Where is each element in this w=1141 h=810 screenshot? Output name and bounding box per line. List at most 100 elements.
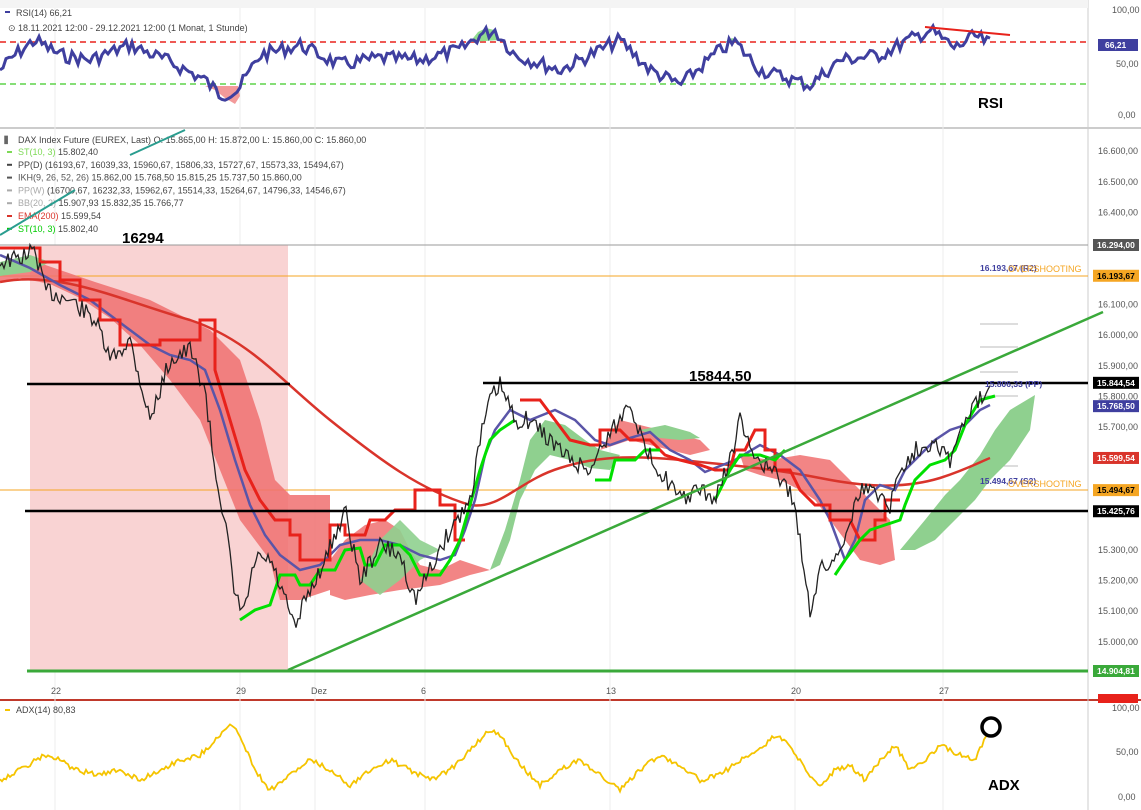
- adx-axis-100: 100,00: [1112, 703, 1140, 713]
- price-tick-label: 15.700,00: [1098, 422, 1138, 432]
- price-tag: [1093, 239, 1139, 251]
- rsi-value-tag: [1098, 39, 1138, 51]
- rsi-legend-marker: [5, 11, 10, 13]
- legend-marker: [7, 176, 12, 179]
- rsi-axis-50: 50,00: [1116, 59, 1139, 69]
- rsi-oversold-fill: [205, 86, 240, 104]
- price-tick-label: 15.300,00: [1098, 545, 1138, 555]
- x-tick-label: 13: [606, 686, 616, 696]
- legend-entry: ST(10, 3) 15.802,40: [18, 224, 98, 234]
- rsi-value-tag-text: 66,21: [1105, 40, 1127, 50]
- cloud-red-1: [0, 258, 330, 600]
- price-tag-text: 15.494,67: [1097, 485, 1135, 495]
- legend-entry: PP(W) (16700,67, 16232,33, 15962,67, 155…: [18, 185, 346, 195]
- overshooting-bottom: OVERSHOOTING: [1008, 479, 1082, 489]
- price-tag: [1093, 400, 1139, 413]
- supertrend-green-3: [713, 448, 787, 501]
- legend-marker: [7, 202, 12, 205]
- adx-axis-50: 50,00: [1116, 747, 1139, 757]
- price-tag: [1093, 451, 1139, 464]
- price-panel: 16294 15844,50 16.193,67 (R2) OVERSHOOTI…: [0, 129, 1139, 677]
- x-tick-label: 20: [791, 686, 801, 696]
- price-tag-text: 14.904,81: [1097, 666, 1135, 676]
- adx-marker-circle: [980, 716, 1002, 738]
- legend-entry: BB(20, 2) 15.907,93 15.832,35 15.766,77: [18, 198, 184, 208]
- supertrend-green-4: [833, 394, 996, 576]
- price-tick-label: 15.800,00: [1098, 391, 1138, 401]
- price-tick-label: 16.000,00: [1098, 330, 1138, 340]
- level-16294-label: 16294: [122, 230, 164, 247]
- vertical-grid: [54, 0, 944, 810]
- rsi-line: [0, 22, 991, 102]
- price-tag: [1093, 484, 1139, 497]
- price-candles: [0, 242, 991, 628]
- price-tag-text: 15.768,50: [1097, 401, 1135, 411]
- price-tick-label: 16.100,00: [1098, 299, 1138, 309]
- supertrend-red-2: [520, 398, 900, 542]
- price-tag-text: 16.294,00: [1097, 240, 1135, 250]
- main-title: DAX Index Future (EUREX, Last) O: 15.865…: [18, 135, 366, 145]
- adx-label: ADX: [988, 777, 1020, 794]
- supertrend-green-1: [239, 418, 516, 622]
- indicator-legend: ST(10, 3) 15.802,40 PP(D) (16193,67, 1603…: [7, 147, 346, 234]
- adx-axis-0: 0,00: [1118, 792, 1136, 802]
- ikh-blue-line: [0, 253, 991, 572]
- price-tag: [1093, 376, 1139, 389]
- rsi-axis-0: 0,00: [1118, 110, 1136, 120]
- legend-marker: [7, 215, 12, 217]
- price-tag-text: 15.599,54: [1097, 453, 1135, 463]
- price-tag: [1093, 505, 1139, 518]
- price-tick-label: 15.200,00: [1098, 575, 1138, 585]
- adx-title: ADX(14) 80,83: [16, 705, 76, 715]
- chart-icon: ⫼: [4, 135, 8, 145]
- legend-overlay-line-2: [129, 129, 186, 156]
- adx-line: [0, 723, 991, 794]
- pp-r2-label: 16.193,67 (R2): [980, 263, 1037, 273]
- price-axis: 16.600,00 16.500,00 16.400,00 16.100,00 16.0…: [1098, 146, 1138, 647]
- legend-marker: [7, 189, 12, 192]
- x-tick-label: 29: [236, 686, 246, 696]
- price-tick-label: 15.100,00: [1098, 606, 1138, 616]
- rsi-top-band: [0, 0, 1088, 8]
- cloud-green-3: [640, 425, 700, 440]
- price-tick-label: 15.000,00: [1098, 637, 1138, 647]
- legend-entry: PP(D) (16193,67, 16039,33, 15960,67, 158…: [18, 160, 344, 170]
- adx-panel: ADX(14) 80,83 ADX 100,00 50,00 0,00: [0, 694, 1140, 802]
- x-tick-label: 22: [51, 686, 61, 696]
- price-tag: [1093, 269, 1139, 282]
- price-tick-label: 15.900,00: [1098, 361, 1138, 371]
- price-tag: [1093, 665, 1139, 677]
- legend-marker: [7, 151, 12, 153]
- legend-marker: [7, 163, 12, 166]
- adx-top-tag: [1098, 694, 1138, 703]
- x-tick-label: Dez: [311, 686, 328, 696]
- overshooting-top: OVERSHOOTING: [1008, 264, 1082, 274]
- price-tag-text: 15.425,76: [1097, 506, 1135, 516]
- rsi-panel: RSI(14) 66,21 ⊙ 18.11.2021 12:00 - 29.12…: [0, 0, 1140, 120]
- rsi-panel-bg: [0, 0, 1141, 128]
- rsi-title: RSI(14) 66,21: [16, 8, 72, 18]
- legend-entry: IKH(9, 26, 52, 26) 15.862,00 15.768,50 1…: [18, 173, 302, 183]
- price-tag-text: 16.193,67: [1097, 271, 1135, 281]
- supertrend-green-2: [595, 448, 660, 482]
- adx-legend-marker: [5, 709, 10, 711]
- price-tick-label: 16.500,00: [1098, 177, 1138, 187]
- level-15844-label: 15844,50: [689, 368, 752, 385]
- uptrend-line: [287, 310, 1104, 672]
- pp-s2-label: 15.494,67 (S2): [980, 476, 1036, 486]
- price-tags: 16.294,00 16.193,67 15.844,54 15.768,50 15.5…: [1093, 239, 1139, 677]
- pp-pp-label: 15.806,33 (PP): [985, 379, 1042, 389]
- rsi-divergence-line: [924, 26, 1011, 36]
- price-tag-text: 15.844,54: [1097, 378, 1135, 388]
- legend-entry: ST(10, 3) 15.802,40: [18, 147, 98, 157]
- legend-overlay-line: [0, 189, 76, 236]
- price-tick-label: 16.600,00: [1098, 146, 1138, 156]
- price-tick-label: 16.400,00: [1098, 207, 1138, 217]
- rsi-axis-100: 100,00: [1112, 5, 1140, 15]
- cloud-green-2: [490, 420, 620, 570]
- x-tick-label: 6: [421, 686, 426, 696]
- legend-entry: EMA(200) 15.599,54: [18, 211, 101, 221]
- x-tick-label: 27: [939, 686, 949, 696]
- rsi-label: RSI: [978, 95, 1003, 112]
